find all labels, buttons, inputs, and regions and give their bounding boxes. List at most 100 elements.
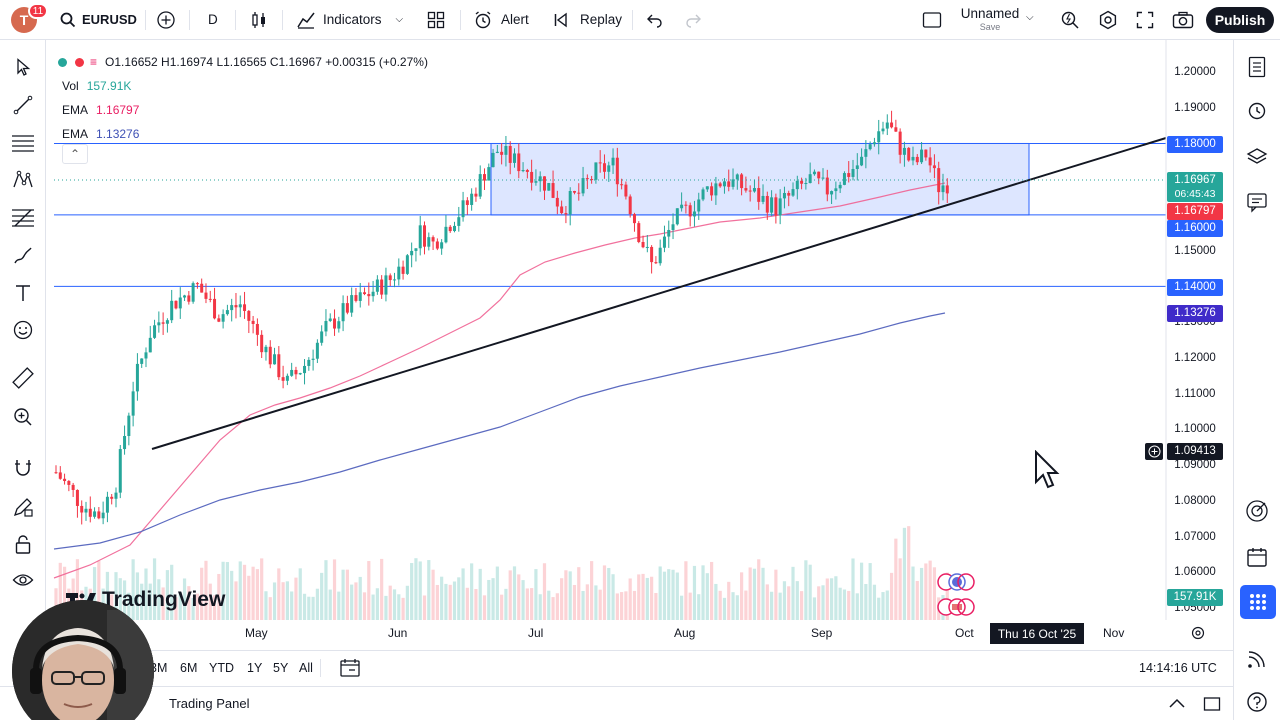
text-tool[interactable] (11, 281, 35, 305)
range-all[interactable]: All (299, 661, 313, 675)
candle-body (67, 481, 71, 485)
lock-all-tool[interactable] (11, 533, 35, 557)
horizontal-levels[interactable] (54, 142, 1166, 287)
volume-row[interactable]: Vol 157.91K (62, 74, 428, 98)
volume-bar (907, 526, 911, 620)
candle-body (572, 191, 576, 193)
volume-bar (684, 561, 688, 620)
emoji-tool[interactable] (11, 318, 35, 342)
compare-button[interactable] (156, 0, 176, 40)
candle-body (345, 303, 349, 313)
alert-button[interactable]: Alert (473, 0, 529, 40)
calendar-button[interactable] (1245, 545, 1269, 569)
volume-bar (410, 563, 414, 620)
candle-body (701, 189, 705, 200)
object-tree-button[interactable] (1245, 145, 1269, 169)
candle-body (620, 184, 624, 186)
undo-button[interactable] (646, 0, 664, 40)
volume-bar (534, 569, 538, 620)
fib-tool[interactable] (11, 206, 35, 230)
candle-body (688, 205, 692, 217)
time-axis[interactable]: May Jun Jul Aug Sep Oct Nov (46, 620, 1233, 648)
candle-body (881, 128, 885, 132)
alerts-panel-button[interactable] (1245, 98, 1269, 122)
volume-bar (174, 597, 178, 620)
streams-button[interactable] (1245, 647, 1269, 671)
snapshot-button[interactable] (1172, 0, 1194, 40)
settings-button[interactable] (1098, 0, 1118, 40)
candle-body (632, 214, 636, 224)
candle-body (851, 169, 855, 177)
apps-grid-icon (1250, 594, 1266, 610)
range-ytd[interactable]: YTD (209, 661, 234, 675)
range-3m[interactable]: 3M (150, 661, 168, 675)
chats-button[interactable] (1245, 190, 1269, 214)
lock-drawing-tool[interactable] (11, 495, 35, 519)
collapse-legend-button[interactable]: ⌃ (62, 144, 88, 164)
utc-clock[interactable]: 14:14:16 UTC (1139, 661, 1217, 675)
volume-bar (748, 567, 752, 620)
volume-bar (675, 572, 679, 620)
candle-body (658, 247, 662, 264)
trendline[interactable] (151, 137, 1167, 450)
candle-body (161, 322, 165, 324)
range-1y[interactable]: 1Y (247, 661, 263, 675)
magnet-tool[interactable] (11, 456, 35, 480)
maximize-panel-button[interactable] (1203, 696, 1221, 717)
menu-icon[interactable]: ≡ (90, 55, 98, 69)
goto-date-button[interactable] (339, 658, 361, 683)
candle-body (54, 472, 58, 474)
price-chart[interactable] (46, 40, 1233, 620)
settings-icon[interactable] (1190, 625, 1206, 646)
replay-button[interactable]: Replay (553, 0, 622, 40)
volume-bar (662, 571, 667, 620)
candle-body (384, 275, 388, 295)
templates-button[interactable] (427, 0, 445, 40)
fullscreen-button[interactable] (1136, 0, 1154, 40)
range-6m[interactable]: 6M (180, 661, 198, 675)
calendar-icon (340, 659, 360, 677)
trendline-tool[interactable] (11, 93, 35, 117)
redo-button[interactable] (684, 0, 702, 40)
ema-fast-row[interactable]: EMA 1.16797 (62, 98, 428, 122)
ideas-button[interactable] (1245, 499, 1269, 523)
events-icon[interactable] (937, 573, 975, 591)
add-alert-plus-button[interactable] (1145, 443, 1163, 460)
horizontal-lines-tool[interactable] (11, 131, 35, 155)
candle-body (615, 157, 619, 185)
candle-body (594, 162, 598, 180)
expand-panel-button[interactable] (1168, 696, 1186, 714)
cursor-tool[interactable] (11, 55, 35, 79)
volume-bar (517, 574, 521, 620)
layout-name[interactable]: Unnamed Save (955, 6, 1025, 32)
ema-slow-row[interactable]: EMA 1.13276 (62, 122, 428, 146)
help-button[interactable] (1245, 690, 1269, 714)
symbol-search[interactable]: EURUSD (60, 0, 137, 40)
publish-button[interactable]: Publish (1206, 7, 1274, 33)
quick-search-button[interactable] (1060, 0, 1080, 40)
layout-toggle[interactable] (922, 0, 942, 40)
chevron-down-icon[interactable]: ⌵ (1026, 12, 1034, 23)
indicators-button[interactable]: Indicators ⌵ (296, 0, 403, 40)
interval-button[interactable]: D (208, 0, 218, 40)
events-icon[interactable] (937, 598, 975, 616)
pattern-tool[interactable] (11, 168, 35, 192)
chart-type-button[interactable] (250, 0, 268, 40)
ruler-tool[interactable] (11, 366, 35, 390)
window-icon (922, 11, 942, 28)
zoom-tool[interactable] (11, 405, 35, 429)
volume-bar (195, 593, 200, 620)
volume-bar (470, 563, 474, 620)
ema-fast-label: EMA (62, 103, 89, 117)
trading-panel-tab[interactable]: Trading Panel (169, 696, 250, 711)
volume-bar (388, 585, 392, 620)
ema-slow-label: EMA (62, 127, 89, 141)
volume-bar (281, 582, 285, 620)
hide-drawings-tool[interactable] (11, 568, 35, 592)
range-5y[interactable]: 5Y (273, 661, 289, 675)
products-button[interactable] (1240, 585, 1276, 619)
volume-bar (799, 591, 804, 620)
brush-tool[interactable] (11, 244, 35, 268)
watchlist-button[interactable] (1245, 55, 1269, 79)
candle-body (697, 199, 701, 212)
